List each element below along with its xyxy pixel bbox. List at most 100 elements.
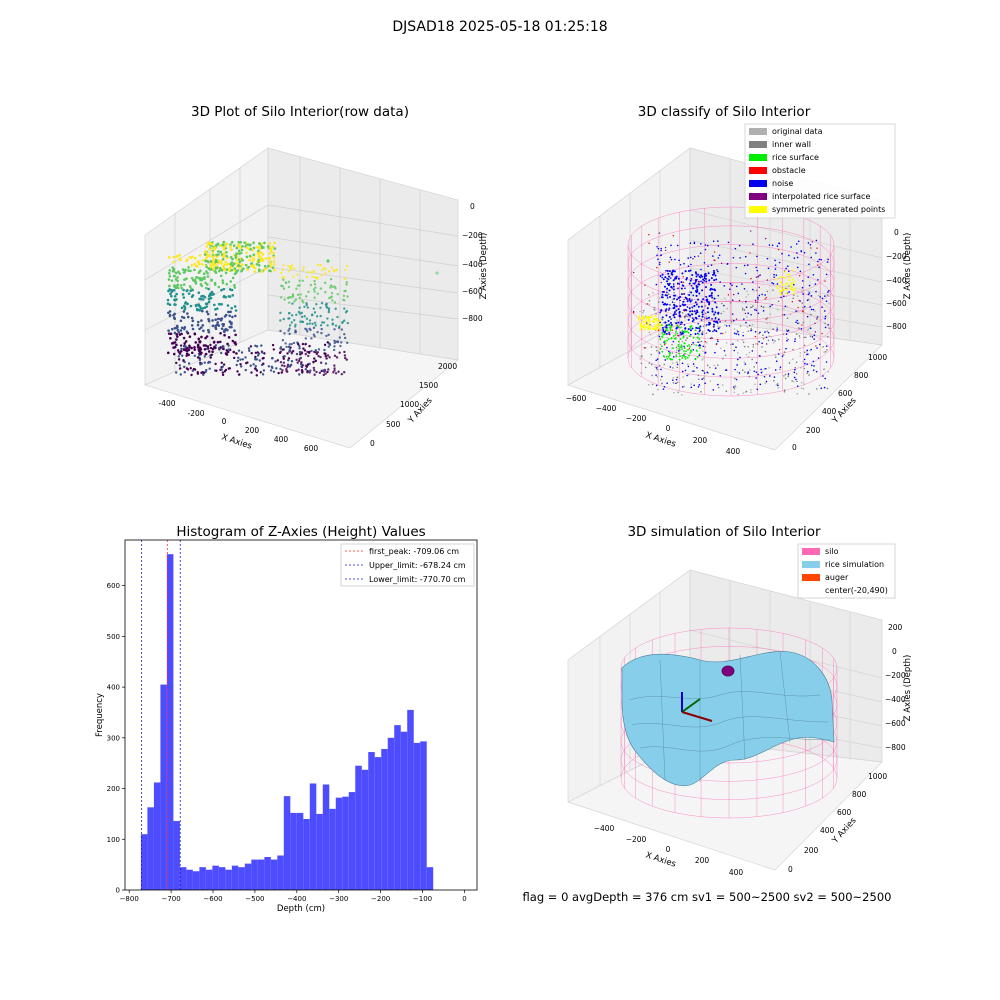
raw-ztick: 0: [470, 202, 475, 211]
classify-point: [803, 251, 806, 254]
classify-point: [754, 383, 756, 386]
raw-point: [184, 347, 187, 351]
classify-point: [759, 383, 762, 386]
raw-point: [279, 319, 282, 322]
legend-swatch-symmetric: [749, 206, 767, 213]
classify-point: [679, 304, 682, 307]
raw-point: [173, 326, 177, 330]
raw-point: [182, 310, 186, 313]
raw-point: [222, 345, 225, 348]
raw-scatter-cloud: [166, 240, 439, 377]
hist-bar: [270, 859, 278, 890]
raw-point: [324, 272, 327, 275]
classify-point: [717, 270, 719, 273]
raw-title: 3D Plot of Silo Interior(row data): [191, 104, 409, 120]
classify-point: [795, 361, 798, 364]
raw-point: [260, 242, 264, 246]
raw-point: [315, 352, 319, 356]
classify-point: [757, 296, 759, 299]
classify-point: [747, 330, 750, 332]
classify-point: [701, 333, 704, 336]
classify-point: [698, 329, 701, 332]
classify-point: [698, 344, 700, 347]
raw-point: [271, 266, 275, 269]
raw-point: [199, 282, 203, 286]
legend-inner-wall: inner wall: [772, 140, 811, 149]
raw-point: [212, 268, 216, 271]
classify-point: [793, 376, 796, 379]
classify-point: [673, 291, 675, 294]
classify-point: [823, 386, 826, 389]
raw-point: [290, 321, 293, 324]
classify-point: [697, 332, 699, 335]
classify-point: [664, 276, 667, 279]
classify-point: [745, 300, 747, 303]
classify-point: [701, 331, 704, 333]
classify-point: [714, 367, 717, 369]
raw-point: [221, 347, 225, 351]
raw-point: [173, 274, 177, 278]
classify-point: [642, 317, 645, 320]
raw-point: [198, 276, 202, 280]
raw-point: [200, 294, 204, 298]
classify-point: [649, 323, 651, 326]
raw-point: [267, 264, 270, 268]
classify-point: [690, 327, 692, 330]
raw-point: [294, 329, 297, 332]
classify-point: [698, 353, 701, 356]
raw-point: [185, 354, 188, 357]
classify-point: [784, 377, 787, 380]
raw-point: [263, 352, 266, 355]
raw-point: [292, 349, 295, 353]
classify-point: [788, 291, 790, 293]
classify-point: [732, 343, 734, 345]
classify-point: [681, 340, 684, 343]
raw-point: [283, 364, 286, 368]
raw-point: [196, 372, 200, 375]
classify-point: [788, 285, 791, 288]
raw-point: [201, 263, 204, 266]
classify-point: [713, 329, 716, 332]
classify-point: [669, 324, 671, 327]
classify-point: [788, 279, 791, 282]
classify-point: [764, 367, 767, 370]
sim-ztick: −600: [885, 719, 906, 728]
classify-point: [648, 331, 651, 334]
raw-point: [199, 297, 203, 301]
classify-point: [711, 307, 714, 310]
classify-point: [744, 255, 747, 258]
raw-point: [190, 324, 194, 327]
classify-point: [795, 310, 797, 312]
raw-point: [230, 322, 233, 326]
classify-point: [726, 262, 729, 265]
classify-point: [744, 312, 747, 315]
classify-point: [762, 310, 765, 312]
classify-point: [786, 305, 788, 308]
raw-point: [252, 257, 256, 261]
classify-point: [677, 297, 680, 300]
raw-point: [211, 293, 214, 296]
raw-point: [248, 258, 252, 262]
raw-point: [295, 358, 298, 362]
classify-point: [790, 246, 792, 248]
classify-point: [785, 333, 788, 335]
sim-ytick: 600: [837, 808, 852, 817]
raw-point: [256, 354, 260, 357]
classify-point: [679, 326, 682, 329]
raw-point: [227, 344, 230, 347]
raw-point: [249, 345, 253, 348]
raw-point: [268, 257, 272, 260]
classify-point: [667, 284, 670, 287]
raw-point: [322, 369, 326, 372]
classify-point: [661, 301, 664, 304]
classify-point: [824, 317, 826, 320]
classify-point: [806, 349, 809, 352]
classify-point: [677, 334, 679, 337]
classify-point: [646, 303, 649, 305]
raw-point: [244, 356, 247, 359]
raw-point: [203, 306, 207, 310]
classify-point: [757, 312, 760, 315]
raw-point: [190, 351, 194, 355]
raw-point: [262, 246, 265, 249]
raw-point: [186, 312, 189, 315]
